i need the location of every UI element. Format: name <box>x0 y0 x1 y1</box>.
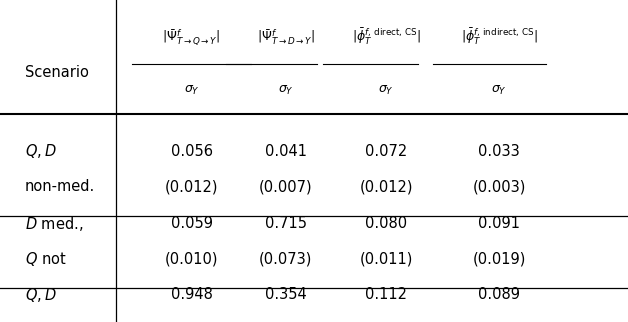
Text: 0.041: 0.041 <box>265 144 306 159</box>
Text: 0.059: 0.059 <box>171 216 212 231</box>
Text: $|\bar{\phi}^{f,\,\mathrm{indirect,\,CS}}_T|$: $|\bar{\phi}^{f,\,\mathrm{indirect,\,CS}… <box>460 27 538 47</box>
Text: 0.056: 0.056 <box>171 144 212 159</box>
Text: (0.010): (0.010) <box>165 252 219 267</box>
Text: (0.073): (0.073) <box>259 252 312 267</box>
Text: (0.012): (0.012) <box>359 179 413 194</box>
Text: Scenario: Scenario <box>25 65 89 80</box>
Text: (0.011): (0.011) <box>360 252 413 267</box>
Text: (0.003): (0.003) <box>473 179 526 194</box>
Text: $\sigma_Y$: $\sigma_Y$ <box>491 84 507 97</box>
Text: $D$ med.,: $D$ med., <box>25 215 84 233</box>
Text: (0.019): (0.019) <box>473 252 526 267</box>
Text: $\sigma_Y$: $\sigma_Y$ <box>278 84 294 97</box>
Text: $|\bar{\phi}^{f,\,\mathrm{direct,\,CS}}_T|$: $|\bar{\phi}^{f,\,\mathrm{direct,\,CS}}_… <box>352 27 421 47</box>
Text: 0.715: 0.715 <box>265 216 306 231</box>
Text: 0.089: 0.089 <box>479 287 520 302</box>
Text: $\sigma_Y$: $\sigma_Y$ <box>183 84 200 97</box>
Text: 0.080: 0.080 <box>365 216 408 231</box>
Text: $\sigma_Y$: $\sigma_Y$ <box>378 84 394 97</box>
Text: (0.012): (0.012) <box>165 179 219 194</box>
Text: $Q, D$: $Q, D$ <box>25 142 57 160</box>
Text: 0.112: 0.112 <box>365 287 407 302</box>
Text: 0.948: 0.948 <box>171 287 212 302</box>
Text: 0.354: 0.354 <box>265 287 306 302</box>
Text: $Q, D$: $Q, D$ <box>25 286 57 304</box>
Text: non-med.: non-med. <box>25 179 95 194</box>
Text: $|\bar{\Psi}^f_{T\to D\to Y}|$: $|\bar{\Psi}^f_{T\to D\to Y}|$ <box>257 27 315 47</box>
Text: 0.072: 0.072 <box>365 144 408 159</box>
Text: $|\bar{\Psi}^f_{T\to Q\to Y}|$: $|\bar{\Psi}^f_{T\to Q\to Y}|$ <box>163 27 220 47</box>
Text: 0.091: 0.091 <box>479 216 520 231</box>
Text: $Q$ not: $Q$ not <box>25 250 67 268</box>
Text: 0.033: 0.033 <box>479 144 520 159</box>
Text: (0.007): (0.007) <box>259 179 313 194</box>
